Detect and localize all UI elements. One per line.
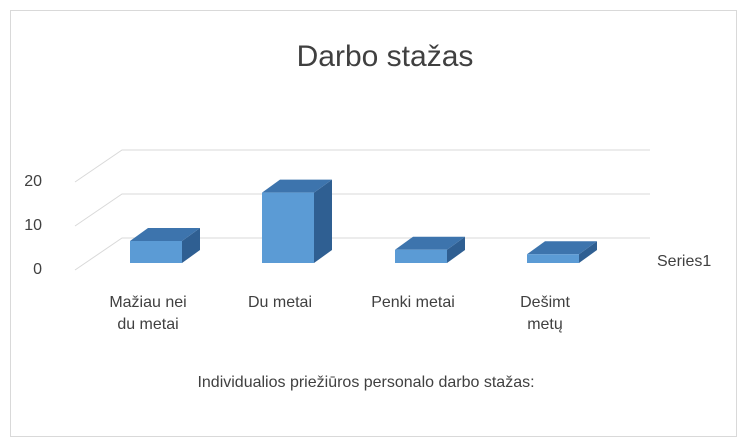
bar-face (314, 179, 332, 263)
bar-face (395, 249, 447, 263)
x-tick-label: Penki metai (371, 294, 455, 311)
bar-face (579, 241, 597, 263)
bar-face (130, 228, 200, 241)
bar-face (395, 236, 465, 250)
bar (395, 236, 465, 263)
bar (130, 228, 200, 263)
bar (527, 241, 597, 263)
x-tick-label: Mažiau nei du metai (109, 294, 187, 333)
bar-face (262, 179, 332, 193)
bar-face (262, 192, 314, 263)
chart-border (10, 10, 737, 437)
x-tick-label: Dešimt metų (520, 294, 570, 333)
y-tick-label: 0 (33, 261, 42, 278)
grid-line (74, 237, 650, 271)
bar-face (182, 228, 200, 263)
bar (262, 179, 332, 263)
bar-face (130, 241, 182, 263)
chart-title: Darbo stažas (297, 40, 474, 73)
x-tick-label: Du metai (247, 294, 313, 311)
grid-line (74, 193, 650, 227)
x-axis-title: Individualios priežiūros personalo darbo… (197, 374, 534, 391)
bar-face (527, 254, 579, 263)
bar-face (447, 236, 465, 263)
y-tick-label: 10 (24, 217, 42, 234)
legend-entry: Series1 (657, 253, 711, 270)
bar-face (527, 241, 597, 255)
grid-line (74, 149, 650, 183)
y-tick-label: 20 (24, 173, 42, 190)
